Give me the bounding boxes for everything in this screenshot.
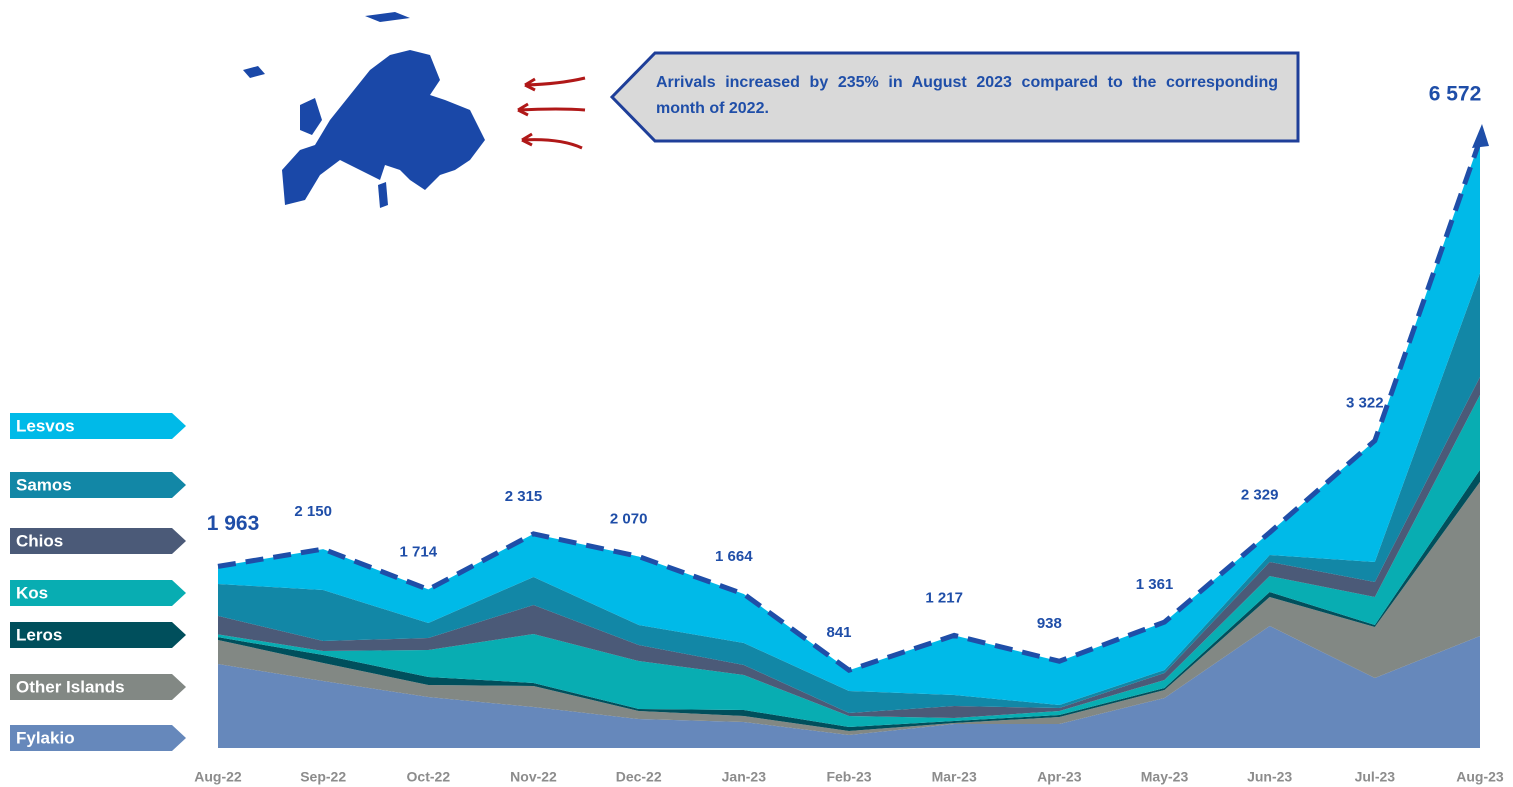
value-label: 2 070 [610,510,648,527]
legend-label: Lesvos [16,416,75,435]
value-label: 938 [1037,615,1062,632]
legend-item: Fylakio [10,725,186,751]
legend-tag [10,413,186,439]
legend-tag [10,472,186,498]
area [218,625,1480,748]
x-tick-label: Nov-22 [510,769,557,785]
x-tick-label: Jan-23 [722,769,767,785]
value-label: 1 217 [925,589,963,606]
annotation: Arrivals increased by 235% in August 202… [656,74,1278,117]
x-tick-label: May-23 [1141,769,1189,785]
x-tick-label: Feb-23 [826,769,871,785]
value-label: 6 572 [1429,83,1482,106]
legend-label: Fylakio [16,728,75,747]
legend-label: Samos [16,475,72,494]
value-label: 3 322 [1346,395,1384,412]
annotation-box [609,51,1300,143]
legend-item: Chios [10,528,186,554]
value-label: 2 150 [294,503,332,520]
legend-tag [10,725,186,751]
area [218,272,1480,714]
value-label: 841 [826,624,851,641]
x-tick-label: Dec-22 [616,769,662,785]
legend-label: Leros [16,625,62,644]
legend-label: Kos [16,583,48,602]
x-tick-label: Jul-23 [1355,769,1396,785]
value-label: 1 361 [1136,576,1174,593]
x-tick-label: Aug-22 [194,769,242,785]
area [218,140,1480,705]
legend-item: Leros [10,622,186,648]
x-tick-label: Jun-23 [1247,769,1292,785]
legend-item: Other Islands [10,674,186,700]
legend-item: Kos [10,580,186,606]
area [218,394,1480,727]
legend-item: Samos [10,472,186,498]
value-label: 1 664 [715,548,753,565]
arrow-head [1472,124,1489,148]
europe-map [243,12,485,208]
legend-tag [10,528,186,554]
x-tick-label: Aug-23 [1456,769,1504,785]
area [218,376,1480,719]
legend-tag [10,580,186,606]
legend-tag [10,674,186,700]
value-label: 2 315 [505,488,543,505]
legend-label: Other Islands [16,677,125,696]
value-label: 1 714 [400,543,438,560]
value-label: 1 963 [207,512,260,535]
x-tick-label: Oct-22 [407,769,451,785]
legend-item: Lesvos [10,413,186,439]
x-tick-label: Apr-23 [1037,769,1082,785]
x-tick-label: Sep-22 [300,769,346,785]
arrows [517,76,586,150]
x-tick-label: Mar-23 [932,769,977,785]
total-line [217,139,1483,673]
value-label: 2 329 [1241,487,1279,504]
legend-tag [10,622,186,648]
legend-label: Chios [16,531,63,550]
